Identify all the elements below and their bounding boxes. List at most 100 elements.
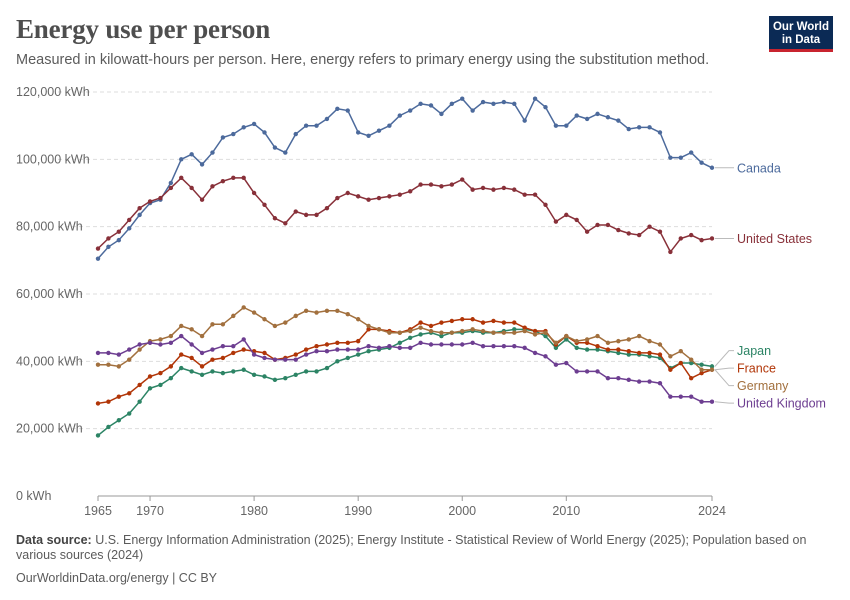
data-point[interactable] bbox=[189, 327, 194, 332]
data-point[interactable] bbox=[106, 362, 111, 367]
data-point[interactable] bbox=[512, 320, 517, 325]
data-point[interactable] bbox=[366, 197, 371, 202]
data-point[interactable] bbox=[605, 222, 611, 228]
data-point[interactable] bbox=[335, 340, 340, 346]
data-point[interactable] bbox=[428, 103, 434, 108]
data-point[interactable] bbox=[189, 185, 194, 191]
data-point[interactable] bbox=[418, 325, 423, 330]
data-point[interactable] bbox=[262, 374, 267, 379]
data-point[interactable] bbox=[251, 352, 257, 357]
data-point[interactable] bbox=[647, 354, 652, 359]
data-point[interactable] bbox=[355, 352, 361, 357]
data-point[interactable] bbox=[262, 350, 267, 356]
data-point[interactable] bbox=[699, 399, 704, 404]
data-point[interactable] bbox=[408, 335, 413, 340]
data-point[interactable] bbox=[168, 333, 174, 339]
data-point[interactable] bbox=[137, 382, 142, 388]
data-point[interactable] bbox=[408, 345, 413, 351]
data-point[interactable] bbox=[501, 330, 507, 335]
data-point[interactable] bbox=[293, 357, 298, 362]
data-point[interactable] bbox=[616, 118, 621, 123]
data-point[interactable] bbox=[231, 343, 236, 349]
data-point[interactable] bbox=[595, 369, 600, 374]
data-point[interactable] bbox=[303, 212, 309, 218]
data-point[interactable] bbox=[626, 126, 631, 132]
data-point[interactable] bbox=[158, 195, 163, 201]
data-point[interactable] bbox=[522, 192, 527, 197]
data-point[interactable] bbox=[605, 115, 611, 120]
data-point[interactable] bbox=[574, 345, 579, 351]
data-point[interactable] bbox=[303, 352, 309, 357]
data-point[interactable] bbox=[137, 205, 142, 211]
data-point[interactable] bbox=[688, 232, 694, 238]
data-point[interactable] bbox=[387, 343, 392, 349]
series-line[interactable] bbox=[97, 97, 713, 260]
data-point[interactable] bbox=[251, 310, 257, 315]
data-point[interactable] bbox=[647, 125, 652, 130]
data-point[interactable] bbox=[553, 340, 559, 346]
data-point[interactable] bbox=[283, 150, 288, 155]
data-point[interactable] bbox=[668, 155, 673, 160]
data-point[interactable] bbox=[480, 328, 486, 334]
data-point[interactable] bbox=[189, 152, 194, 157]
data-point[interactable] bbox=[460, 317, 465, 322]
data-point[interactable] bbox=[595, 333, 600, 339]
data-point[interactable] bbox=[480, 343, 486, 349]
data-point[interactable] bbox=[116, 364, 122, 369]
data-point[interactable] bbox=[251, 372, 257, 377]
data-point[interactable] bbox=[116, 352, 122, 357]
data-point[interactable] bbox=[512, 101, 517, 106]
data-point[interactable] bbox=[251, 190, 257, 196]
data-point[interactable] bbox=[564, 337, 569, 342]
data-point[interactable] bbox=[303, 369, 309, 374]
data-point[interactable] bbox=[470, 187, 475, 192]
data-point[interactable] bbox=[574, 113, 579, 118]
data-point[interactable] bbox=[241, 125, 246, 130]
data-point[interactable] bbox=[199, 372, 205, 377]
data-point[interactable] bbox=[272, 377, 278, 383]
data-point[interactable] bbox=[158, 370, 163, 376]
data-point[interactable] bbox=[303, 347, 309, 352]
data-point[interactable] bbox=[345, 347, 350, 352]
data-point[interactable] bbox=[501, 320, 507, 325]
data-point[interactable] bbox=[210, 369, 215, 374]
data-point[interactable] bbox=[355, 317, 361, 322]
data-point[interactable] bbox=[179, 175, 184, 181]
data-point[interactable] bbox=[709, 364, 715, 369]
data-point[interactable] bbox=[293, 131, 298, 137]
data-point[interactable] bbox=[439, 342, 444, 347]
data-point[interactable] bbox=[366, 133, 371, 138]
data-point[interactable] bbox=[345, 190, 350, 196]
data-point[interactable] bbox=[355, 347, 361, 352]
data-point[interactable] bbox=[668, 394, 673, 399]
data-point[interactable] bbox=[303, 123, 309, 128]
data-point[interactable] bbox=[231, 131, 236, 137]
series-line[interactable] bbox=[98, 306, 712, 371]
data-point[interactable] bbox=[626, 337, 631, 342]
data-point[interactable] bbox=[355, 130, 361, 135]
data-point[interactable] bbox=[210, 150, 215, 155]
data-point[interactable] bbox=[512, 327, 517, 332]
data-point[interactable] bbox=[512, 187, 517, 192]
data-point[interactable] bbox=[199, 333, 205, 339]
data-point[interactable] bbox=[428, 323, 434, 329]
data-point[interactable] bbox=[636, 350, 642, 356]
data-point[interactable] bbox=[397, 113, 402, 118]
data-point[interactable] bbox=[355, 194, 361, 199]
data-point[interactable] bbox=[647, 350, 652, 356]
data-point[interactable] bbox=[366, 327, 371, 332]
data-point[interactable] bbox=[616, 227, 621, 233]
data-point[interactable] bbox=[272, 145, 278, 150]
data-point[interactable] bbox=[376, 345, 382, 351]
end-label-japan[interactable]: Japan bbox=[737, 344, 771, 358]
data-point[interactable] bbox=[408, 108, 413, 113]
data-point[interactable] bbox=[210, 322, 215, 327]
data-point[interactable] bbox=[522, 328, 527, 334]
data-point[interactable] bbox=[262, 317, 267, 322]
data-point[interactable] bbox=[324, 308, 330, 314]
data-point[interactable] bbox=[688, 375, 694, 381]
data-point[interactable] bbox=[501, 185, 507, 191]
data-point[interactable] bbox=[262, 355, 267, 361]
data-point[interactable] bbox=[408, 328, 413, 334]
data-point[interactable] bbox=[116, 394, 122, 399]
